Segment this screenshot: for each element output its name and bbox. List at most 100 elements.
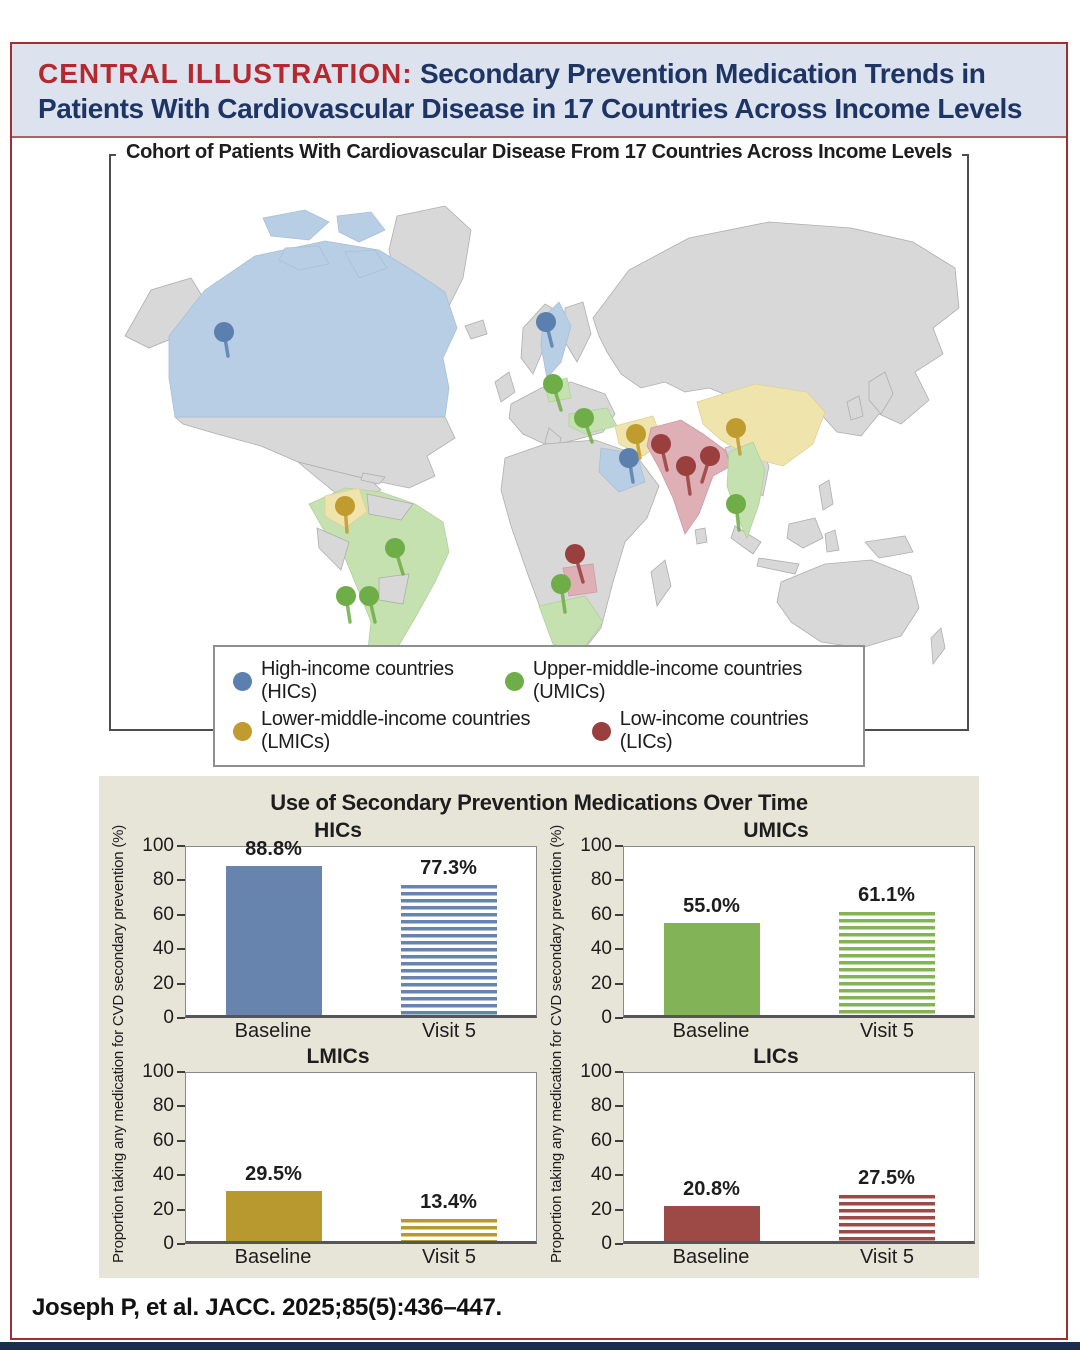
plot-area: 29.5% 13.4%	[185, 1072, 537, 1244]
map-pin-umic	[336, 586, 356, 606]
y-tick-label: 100	[142, 835, 174, 856]
landmass-sumatra	[730, 525, 762, 555]
legend-row-2: Lower-middle-income countries (LMICs) Lo…	[229, 706, 849, 756]
bar-value-label: 77.3%	[420, 857, 477, 880]
y-tick-label: 60	[590, 903, 612, 925]
map-legend: High-income countries (HICs) Upper-middl…	[213, 645, 865, 767]
map-pin-lmic	[335, 496, 355, 516]
landmass-korea	[846, 395, 864, 421]
y-tick-label: 60	[152, 1129, 174, 1151]
y-tick-label: 0	[601, 1007, 612, 1028]
y-tick-mark	[177, 1105, 185, 1108]
y-tick-label: 80	[590, 1095, 612, 1117]
landmass-new-guinea	[864, 535, 914, 559]
legend-row-1: High-income countries (HICs) Upper-middl…	[229, 656, 849, 706]
charts-panel: Use of Secondary Prevention Medications …	[99, 776, 979, 1278]
bar-striped	[838, 912, 935, 1015]
y-tick-label: 100	[580, 835, 612, 856]
x-tick-label-visit-5: Visit 5	[859, 1020, 915, 1042]
x-tick-label-visit-5: Visit 5	[421, 1246, 477, 1268]
x-axis-labels: Baseline Visit 5	[623, 1244, 975, 1270]
bar-solid	[225, 865, 322, 1015]
plot-area: 20.8% 27.5%	[623, 1072, 975, 1244]
landmass-philippines	[818, 479, 834, 511]
y-tick-mark	[177, 845, 185, 847]
bar-value-label: 27.5%	[858, 1166, 915, 1189]
chart-body: 0 20 40 60 80 100 20.8% 27.5%	[577, 1061, 975, 1254]
x-tick-label-visit-5: Visit 5	[421, 1020, 477, 1042]
legend-label-lmic: Lower-middle-income countries (LMICs)	[261, 708, 531, 753]
y-tick-mark	[177, 1139, 185, 1142]
y-tick-mark	[177, 1071, 185, 1073]
map-pin-lic	[651, 434, 671, 454]
landmass-sri-lanka	[694, 527, 708, 545]
region-southeast-asia	[726, 441, 766, 540]
y-tick-mark	[615, 1071, 623, 1073]
map-pin-umic	[726, 494, 746, 514]
landmass-java	[756, 557, 800, 575]
y-axis: 0 20 40 60 80 100	[139, 1061, 185, 1254]
y-tick-mark	[177, 1208, 185, 1211]
bar-striped	[400, 885, 497, 1015]
legend-label-lic: Low-income countries (LICs)	[619, 708, 809, 753]
landmass-bolivia	[378, 573, 410, 605]
x-tick-label-baseline: Baseline	[234, 1246, 312, 1268]
y-tick-label: 40	[152, 938, 174, 960]
y-axis: 0 20 40 60 80 100	[577, 835, 623, 1028]
figure-header: CENTRAL ILLUSTRATION: Secondary Preventi…	[12, 44, 1066, 138]
bar-value-label: 29.5%	[245, 1163, 302, 1186]
chart-title-umics: UMICs	[743, 819, 809, 842]
y-tick-label: 80	[152, 869, 174, 891]
y-tick-label: 60	[152, 903, 174, 925]
region-south-africa	[538, 595, 604, 653]
map-pin-hic	[536, 312, 556, 332]
charts-panel-title: Use of Secondary Prevention Medications …	[270, 790, 808, 815]
map-pin-lmic	[626, 424, 646, 444]
landmass-madagascar	[650, 559, 672, 608]
y-tick-label: 100	[580, 1061, 612, 1082]
map-pin-lmic	[726, 418, 746, 438]
region-canada-arctic-3	[278, 245, 330, 271]
landmass-iceland	[464, 319, 488, 340]
x-axis-labels: Baseline Visit 5	[185, 1018, 537, 1044]
header-label: CENTRAL ILLUSTRATION:	[38, 58, 413, 89]
x-tick-label-baseline: Baseline	[672, 1246, 750, 1268]
plot-area: 55.0% 61.1%	[623, 846, 975, 1018]
chart-lmics: LMICs 0 20 40 60 80 100 29.5% 13.4% Baseline Vi…	[137, 1044, 539, 1270]
bar-solid	[663, 922, 760, 1015]
chart-title-lmics: LMICs	[306, 1045, 370, 1068]
umic-legend-dot-icon	[504, 671, 524, 691]
y-tick-label: 60	[590, 1129, 612, 1151]
bar-group-visit-5: 77.3%	[400, 847, 497, 1015]
legend-label-umic: Upper-middle-income countries (UMICs)	[532, 658, 803, 703]
y-tick-label: 0	[601, 1233, 612, 1254]
landmass-japan	[868, 371, 894, 415]
map-pin-umic	[574, 408, 594, 428]
y-tick-mark	[615, 1243, 623, 1245]
bar-group-baseline: 20.8%	[663, 1073, 760, 1241]
y-tick-mark	[615, 1105, 623, 1108]
y-tick-mark	[177, 913, 185, 916]
bar-group-visit-5: 61.1%	[838, 847, 935, 1015]
bar-group-baseline: 88.8%	[225, 838, 322, 1015]
figure-title: Secondary Prevention Medication Trends i…	[38, 58, 1023, 124]
bar-group-baseline: 55.0%	[663, 847, 760, 1015]
map-pin-hic	[214, 322, 234, 342]
y-tick-label: 20	[152, 1198, 174, 1220]
y-axis-label-left: Proportion taking any medication for CVD…	[110, 824, 127, 1264]
bar-group-visit-5: 13.4%	[400, 1073, 497, 1241]
y-tick-mark	[615, 1139, 623, 1142]
x-tick-label-baseline: Baseline	[672, 1020, 750, 1042]
bar-striped	[838, 1194, 935, 1241]
bar-group-baseline: 29.5%	[225, 1073, 322, 1241]
y-tick-mark	[177, 982, 185, 985]
landmass-asia	[592, 221, 960, 437]
map-box: Cohort of Patients With Cardiovascular D…	[109, 141, 969, 731]
map-pin-umic	[551, 574, 571, 594]
y-tick-label: 20	[152, 972, 174, 994]
y-tick-label: 80	[152, 1095, 174, 1117]
bar-striped	[400, 1218, 497, 1241]
region-canada-arctic-1	[262, 209, 330, 241]
legend-label-hic: High-income countries (HICs)	[261, 658, 454, 703]
